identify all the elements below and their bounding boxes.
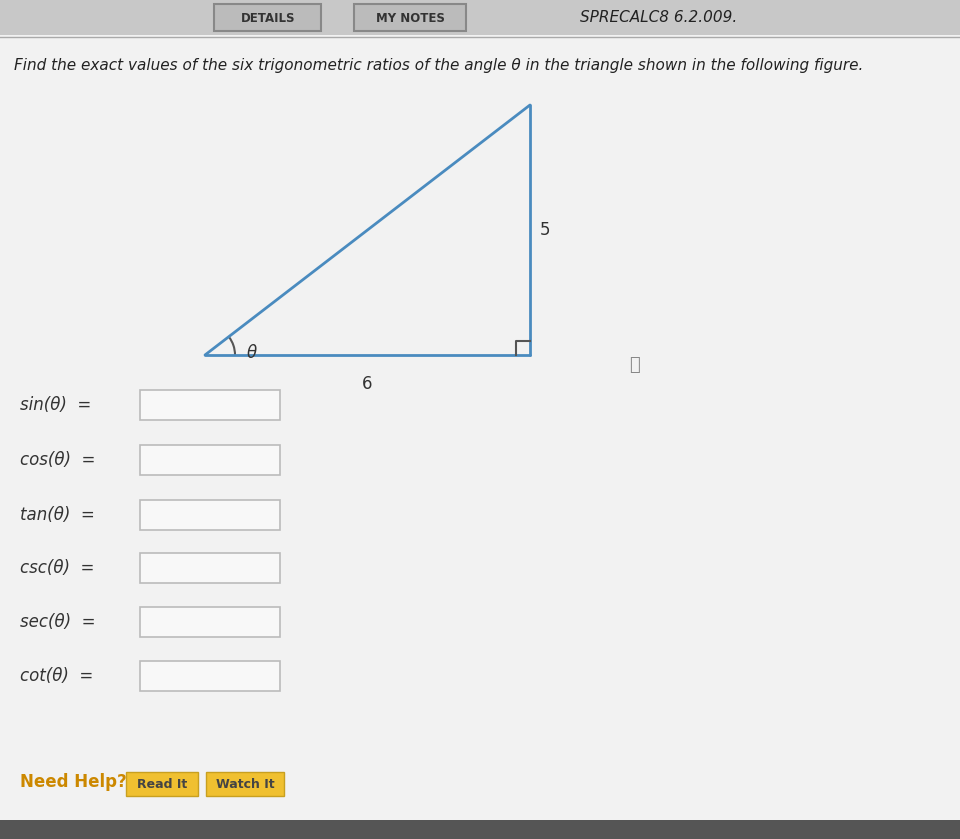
FancyBboxPatch shape [140, 500, 280, 530]
Text: cot(θ)  =: cot(θ) = [20, 667, 93, 685]
Text: cos(θ)  =: cos(θ) = [20, 451, 95, 469]
FancyBboxPatch shape [140, 445, 280, 475]
Text: csc(θ)  =: csc(θ) = [20, 559, 94, 577]
Text: Read It: Read It [137, 778, 187, 790]
Bar [0, 0, 960, 35]
Text: Need Help?: Need Help? [20, 773, 127, 791]
FancyBboxPatch shape [140, 661, 280, 691]
Text: SPRECALC8 6.2.009.: SPRECALC8 6.2.009. [580, 11, 737, 25]
FancyBboxPatch shape [126, 772, 198, 796]
Text: ⓘ: ⓘ [630, 356, 640, 374]
Text: sin(θ)  =: sin(θ) = [20, 396, 91, 414]
FancyBboxPatch shape [206, 772, 284, 796]
Text: 6: 6 [362, 375, 372, 393]
Text: 5: 5 [540, 221, 550, 239]
Bar [0, 820, 960, 839]
FancyBboxPatch shape [354, 4, 466, 31]
Text: tan(θ)  =: tan(θ) = [20, 506, 95, 524]
Text: DETAILS: DETAILS [241, 12, 296, 24]
Text: Find the exact values of the six trigonometric ratios of the angle θ in the tria: Find the exact values of the six trigono… [14, 58, 863, 73]
FancyBboxPatch shape [214, 4, 321, 31]
FancyBboxPatch shape [140, 390, 280, 420]
Text: Watch It: Watch It [216, 778, 275, 790]
FancyBboxPatch shape [140, 553, 280, 583]
FancyBboxPatch shape [140, 607, 280, 637]
Text: θ: θ [247, 344, 257, 362]
Text: MY NOTES: MY NOTES [375, 12, 444, 24]
Text: sec(θ)  =: sec(θ) = [20, 613, 95, 631]
